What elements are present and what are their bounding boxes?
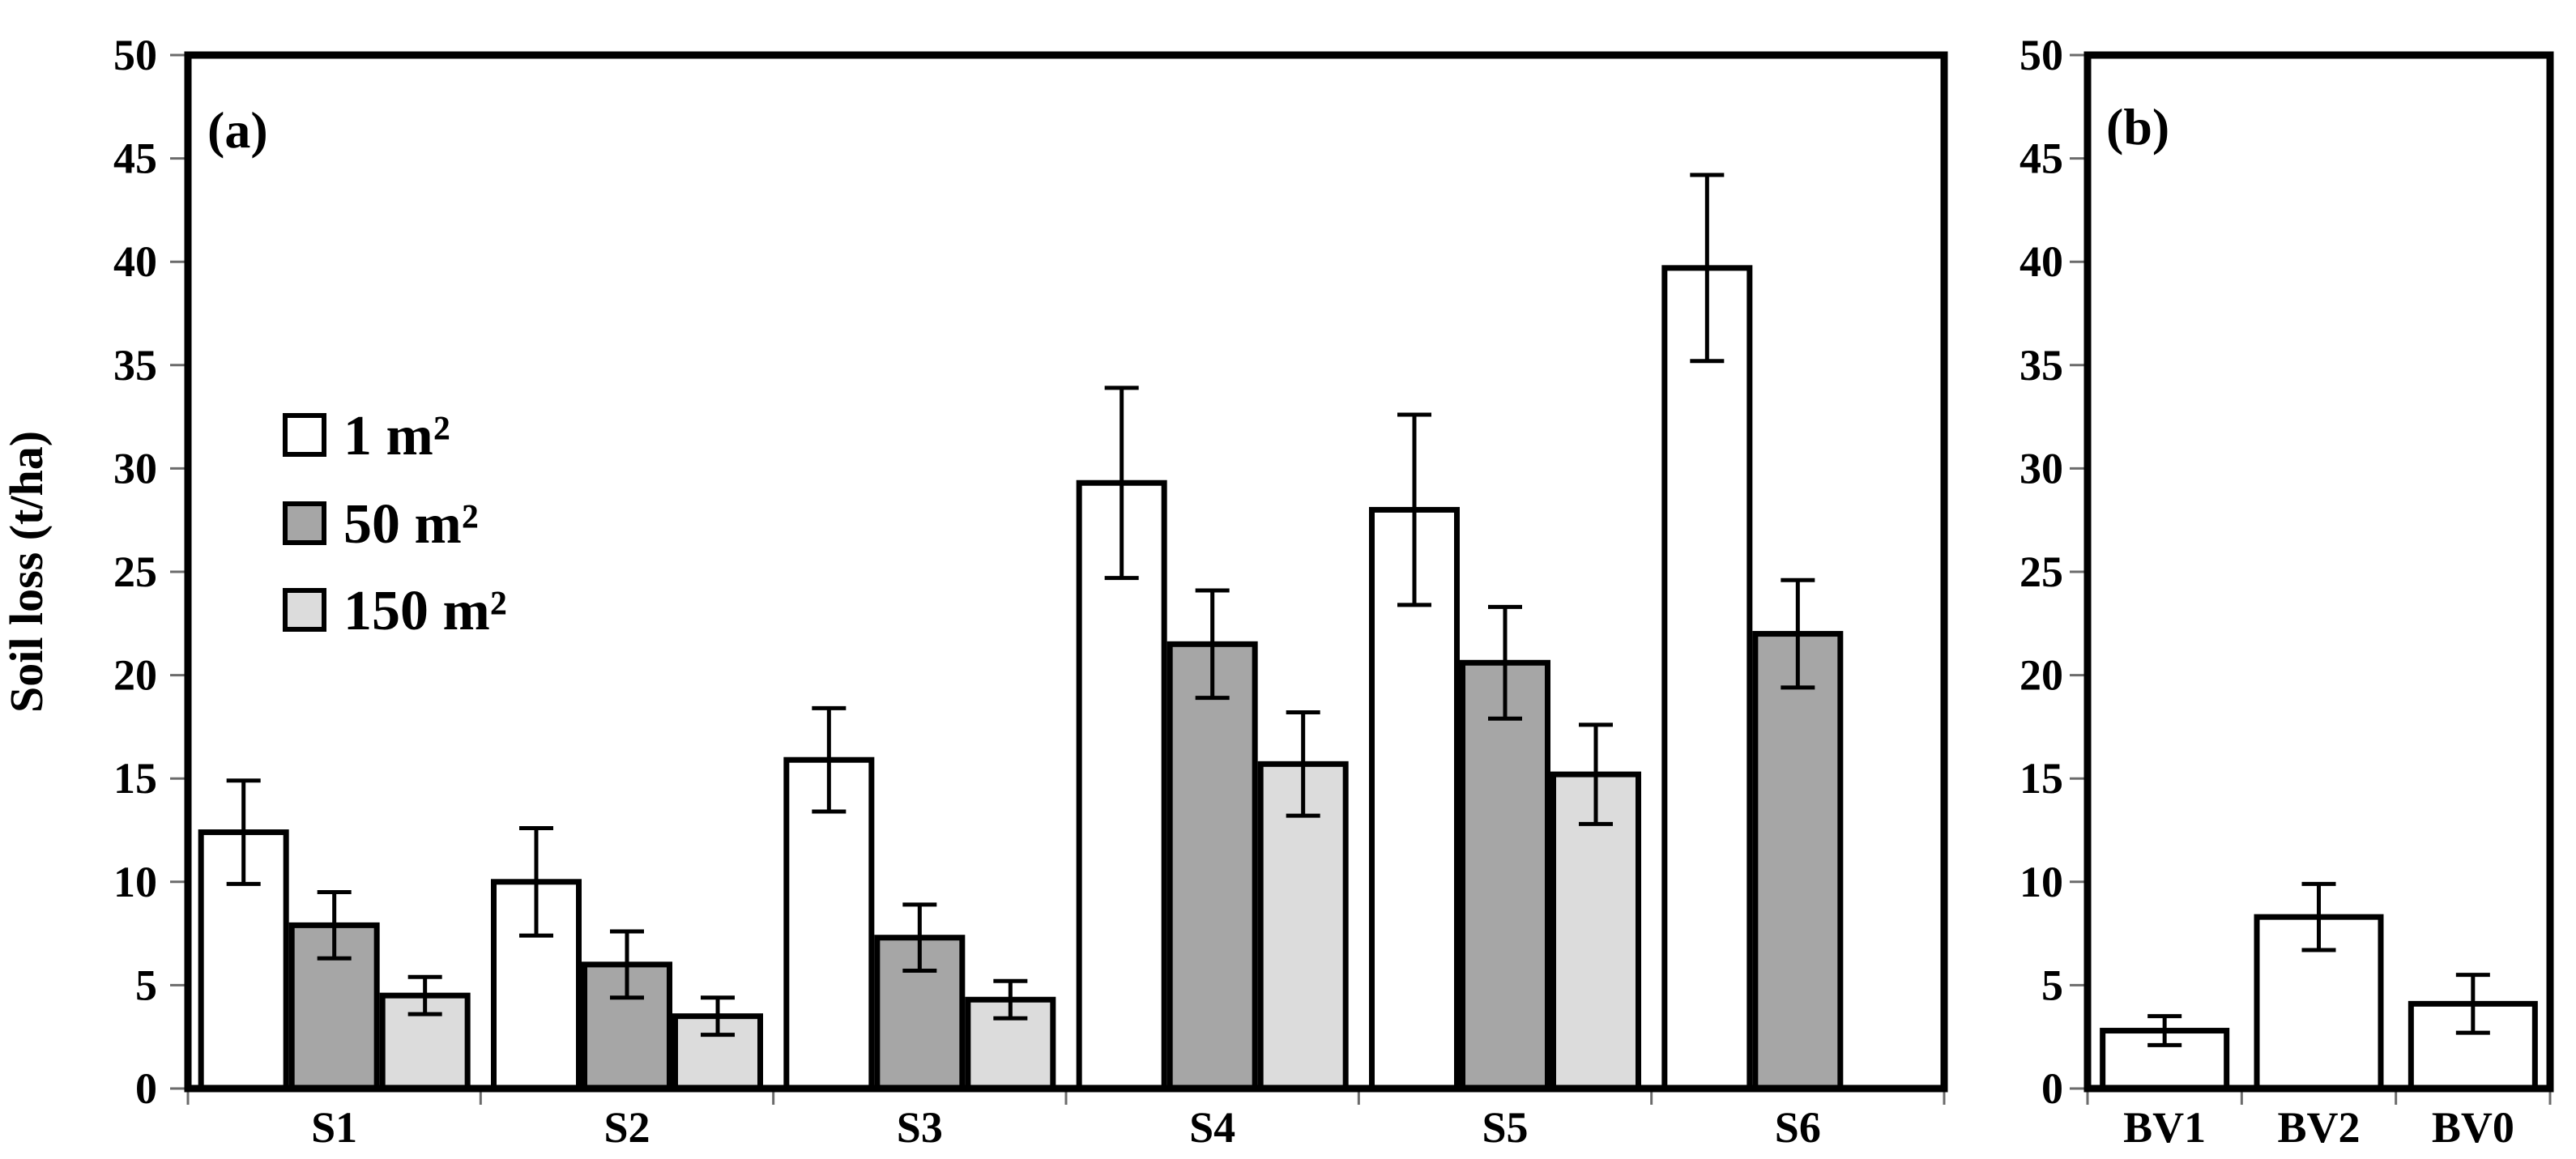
panel-a-border: [184, 51, 1948, 1093]
x-category-label-s3: S3: [897, 1103, 943, 1152]
y-tick-label: 20: [2019, 651, 2063, 700]
panel-a-label: (a): [207, 101, 268, 159]
y-tick-label: 25: [113, 548, 157, 596]
y-tick-label: 50: [113, 31, 157, 79]
panel-b-plot: 0 5 10 15 20 25 30 35 40 45 50 BV1 BV2 BV0: [2019, 31, 2554, 1152]
y-tick-label: 45: [2019, 134, 2063, 183]
y-tick-label: 15: [2019, 754, 2063, 803]
y-tick-label: 5: [135, 961, 157, 1009]
legend-swatch-1m2: [283, 413, 326, 457]
panel-a-plot: 0 5 10 15 20 25 30 35 40 45 50 S1 S2 S3 S4 S5 S6: [113, 31, 1948, 1152]
bar-s6-1m: [1661, 265, 1753, 1092]
bar-s3-1m: [783, 756, 875, 1092]
y-tick-label: 40: [2019, 237, 2063, 286]
x-category-label-s6: S6: [1775, 1103, 1821, 1152]
y-tick-label: 50: [2019, 31, 2063, 79]
y-tick-label: 0: [2041, 1064, 2063, 1113]
legend-swatch-150m2: [283, 588, 326, 632]
legend-swatch-50m2: [283, 501, 326, 545]
y-tick-label: 30: [113, 444, 157, 492]
x-category-label-s2: S2: [603, 1103, 650, 1152]
x-category-label-s1: S1: [311, 1103, 357, 1152]
panel-b-border: [2083, 51, 2554, 1093]
bar-s6-50m: [1752, 631, 1844, 1092]
y-tick-label: 25: [2019, 548, 2063, 596]
x-category-label-s5: S5: [1482, 1103, 1528, 1152]
x-category-label-bv2: BV2: [2277, 1103, 2360, 1152]
legend-label-150m2: 150 m²: [343, 580, 507, 642]
panel-b-label: (b): [2106, 98, 2169, 156]
y-tick-label: 10: [113, 858, 157, 906]
y-tick-label: 20: [113, 651, 157, 700]
y-tick-label: 45: [113, 134, 157, 183]
bar-s5-50m: [1460, 659, 1550, 1092]
legend: 1 m² 50 m² 150 m²: [283, 405, 507, 642]
legend-label-1m2: 1 m²: [343, 405, 450, 467]
y-tick-label: 35: [2019, 341, 2063, 390]
bar-s4-50m: [1166, 641, 1258, 1092]
y-axis-title: Soil loss (t/ha): [0, 431, 53, 713]
legend-label-50m2: 50 m²: [343, 493, 479, 556]
y-tick-label: 0: [135, 1064, 157, 1113]
y-tick-label: 35: [113, 341, 157, 390]
x-category-label-s4: S4: [1189, 1103, 1235, 1152]
y-tick-label: 30: [2019, 444, 2063, 492]
y-tick-label: 40: [113, 237, 157, 286]
y-tick-label: 5: [2041, 961, 2063, 1009]
x-category-label-bv1: BV1: [2123, 1103, 2206, 1152]
y-tick-label: 15: [113, 754, 157, 803]
bar-s4-1m: [1076, 479, 1167, 1092]
x-category-label-bv0: BV0: [2432, 1103, 2514, 1152]
y-tick-label: 10: [2019, 858, 2063, 906]
